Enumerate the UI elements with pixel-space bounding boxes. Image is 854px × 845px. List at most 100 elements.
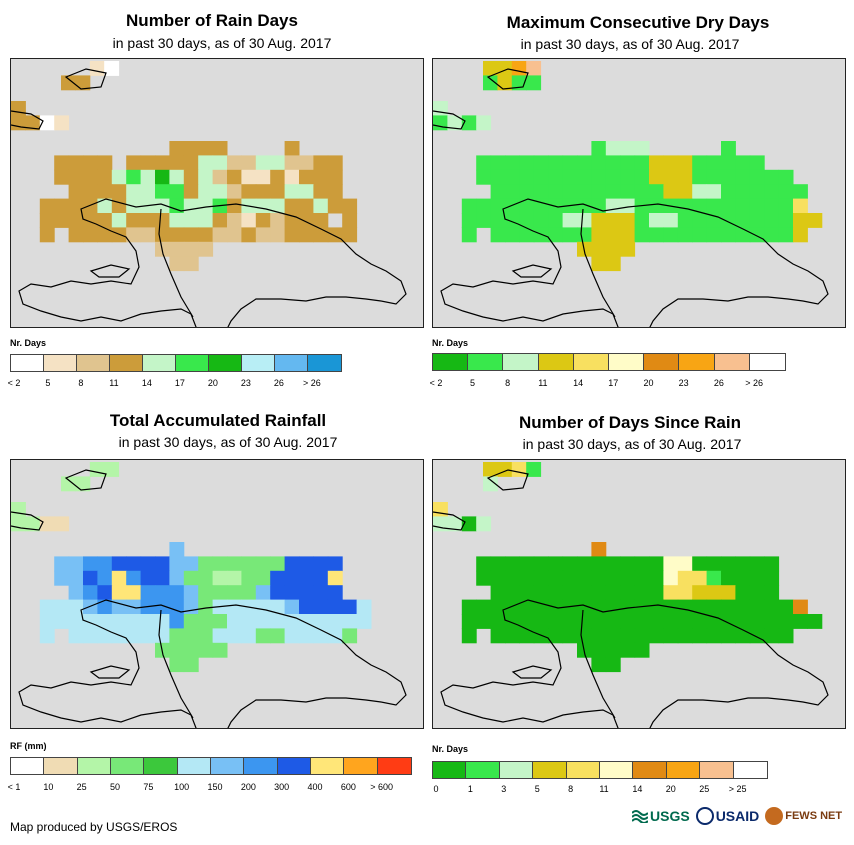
legend-tick-label: 75 — [143, 782, 154, 792]
usaid-logo: USAID — [695, 807, 759, 825]
grid-cell — [548, 585, 564, 601]
grid-cell — [342, 227, 358, 243]
grid-cell — [140, 585, 156, 601]
grid-cell — [299, 599, 314, 615]
grid-cell — [490, 556, 506, 572]
grid-cell — [591, 599, 607, 615]
grid-cell — [706, 184, 722, 200]
grid-cell — [562, 184, 578, 200]
panel-4-legend-ticks: 0 1 3 5 8 11 14 20 25 > 25 — [432, 784, 766, 796]
grid-cell — [104, 462, 120, 477]
legend-swatch — [11, 355, 44, 371]
grid-cell — [54, 115, 70, 131]
grid-cell — [461, 115, 477, 131]
grid-cell — [605, 256, 621, 272]
grid-cell — [519, 184, 535, 200]
grid-cell — [54, 213, 70, 228]
grid-cell — [548, 614, 564, 629]
grid-cell — [692, 599, 708, 615]
grid-cell — [649, 227, 664, 243]
grid-cell — [313, 614, 329, 629]
grid-cell — [212, 614, 228, 629]
grid-cell — [183, 227, 199, 243]
grid-cell — [155, 585, 170, 601]
grid-cell — [155, 155, 170, 171]
grid-cell — [591, 570, 607, 586]
hispaniola-coastline — [440, 599, 829, 728]
grid-cell — [490, 628, 506, 644]
grid-cell — [533, 169, 549, 185]
grid-cell — [270, 184, 286, 200]
legend-swatch — [573, 354, 609, 370]
grid-cell — [126, 184, 142, 200]
grid-cell — [591, 542, 607, 557]
grid-cell — [519, 599, 535, 615]
grid-cell — [505, 556, 520, 572]
grid-cell — [313, 184, 329, 200]
grid-cell — [270, 155, 286, 171]
northern-islands-outline — [64, 68, 107, 90]
grid-cell — [313, 227, 329, 243]
grid-cell — [169, 642, 185, 658]
grid-cell — [620, 184, 636, 200]
grid-cell — [83, 169, 98, 185]
grid-cell — [764, 614, 780, 629]
grid-cell — [677, 585, 693, 601]
grid-cell — [111, 599, 127, 615]
legend-tick-label: 14 — [141, 378, 152, 388]
legend-tick-label: 20 — [207, 378, 218, 388]
grid-cell — [183, 642, 199, 658]
grid-cell — [778, 628, 794, 644]
grid-cell — [327, 169, 343, 185]
grid-cell — [620, 169, 636, 185]
grid-cell — [11, 516, 26, 532]
legend-swatch — [377, 758, 411, 774]
grid-cell — [270, 213, 286, 228]
grid-cell — [634, 642, 650, 658]
grid-cell — [749, 570, 765, 586]
grid-cell — [620, 227, 636, 243]
grid-cell — [61, 75, 76, 91]
grid-cell — [749, 198, 765, 214]
legend-tick-label: > 600 — [370, 782, 394, 792]
grid-cell — [793, 213, 808, 228]
grid-cell — [111, 585, 127, 601]
grid-cell — [721, 184, 736, 200]
grid-cell — [519, 585, 535, 601]
panel-2-title: Maximum Consecutive Dry Days — [506, 13, 770, 32]
grid-cell — [126, 155, 142, 171]
grid-cell — [548, 169, 564, 185]
grid-cell — [313, 585, 329, 601]
legend-swatch — [733, 762, 767, 778]
grid-cell — [692, 155, 708, 171]
hispaniola-coastline — [18, 599, 407, 728]
panel-3-title: Total Accumulated Rainfall — [109, 411, 327, 430]
grid-cell — [577, 213, 592, 228]
grid-cell — [212, 556, 228, 572]
grid-cell — [68, 599, 84, 615]
grid-cell — [476, 599, 492, 615]
grid-cell — [793, 198, 808, 214]
grid-cell — [299, 227, 314, 243]
grid-cell — [793, 227, 808, 243]
grid-cell — [104, 61, 120, 76]
grid-cell — [126, 628, 142, 644]
grid-cell — [461, 614, 477, 629]
grid-cell — [68, 570, 84, 586]
grid-cell — [241, 227, 257, 243]
grid-cell — [778, 213, 794, 228]
grid-cell — [706, 198, 722, 214]
legend-swatch — [468, 354, 504, 370]
grid-cell — [562, 556, 578, 572]
grid-cell — [677, 155, 693, 171]
grid-cell — [591, 198, 607, 214]
grid-cell — [519, 213, 535, 228]
grid-cell — [313, 169, 329, 185]
grid-cell — [198, 213, 214, 228]
legend-swatch — [566, 762, 600, 778]
grid-cell — [663, 184, 679, 200]
grid-cell — [198, 169, 214, 185]
grid-cell — [155, 213, 170, 228]
grid-cell — [198, 155, 214, 171]
legend-tick-label: 23 — [678, 378, 689, 388]
